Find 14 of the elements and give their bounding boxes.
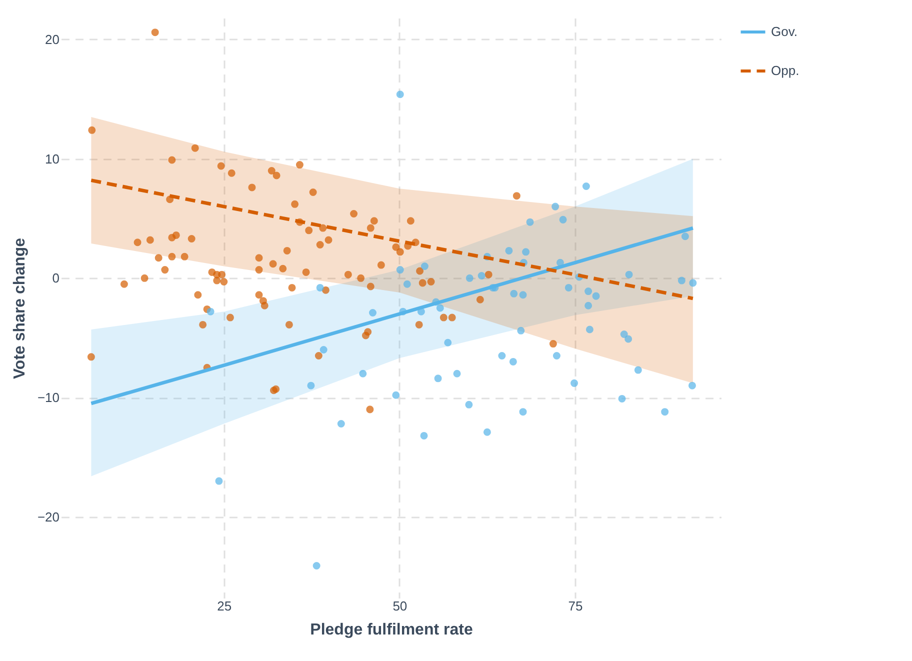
y-tick-label: 20: [45, 32, 60, 47]
y-tick-label: 10: [45, 151, 60, 166]
y-tick-label: −10: [37, 390, 60, 406]
x-axis-title: Pledge fulfilment rate: [310, 622, 473, 638]
legend-label: Gov.: [771, 24, 798, 39]
line-series: [89, 178, 695, 300]
x-tick-label: 75: [568, 598, 583, 614]
line-series: [89, 226, 695, 406]
y-tick-label: 0: [52, 270, 60, 286]
x-tick-label: 25: [217, 598, 232, 614]
y-axis-title: Vote share change: [11, 238, 28, 380]
x-tick-label: 50: [392, 598, 408, 614]
y-tick-label: −20: [37, 509, 60, 524]
legend-label: Opp.: [771, 63, 800, 78]
